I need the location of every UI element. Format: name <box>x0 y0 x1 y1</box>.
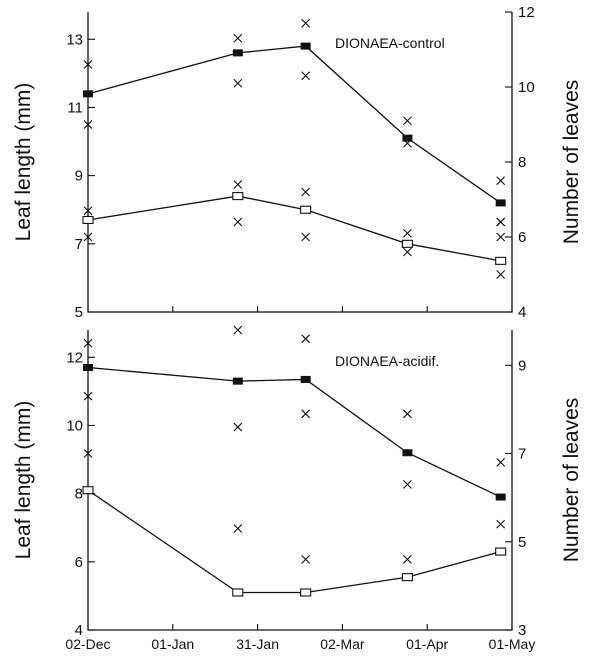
leaf-count-x-marker <box>301 18 311 28</box>
y-right-tick-label: 6 <box>518 229 526 246</box>
series-line-open <box>87 195 501 262</box>
y-left-axis-title: Leaf length (mm) <box>12 83 35 242</box>
filled-square-marker <box>83 90 93 98</box>
y-right-tick-label: 5 <box>518 534 526 551</box>
leaf-count-x-marker <box>496 176 506 186</box>
leaf-count-x-marker <box>233 33 243 43</box>
y-right-tick-label: 12 <box>518 4 535 21</box>
leaf-count-x-marker <box>233 217 243 227</box>
y-left-tick-label: 10 <box>66 417 83 434</box>
open-square-marker <box>300 588 312 597</box>
leaf-count-x-marker <box>403 247 412 257</box>
y-right-tick-label: 4 <box>518 304 526 321</box>
open-square-marker <box>401 239 413 248</box>
x-tick-label: 01-Jan <box>151 636 194 652</box>
x-tick-label: 31-Jan <box>236 636 279 652</box>
leaf-count-x-marker <box>83 338 93 348</box>
panel-control: 5 7 9 11 13 4 6 8 10 12 Leaf length (mm) Number of … <box>12 4 583 321</box>
filled-square-marker <box>402 134 413 142</box>
x-tick-label: 01-Apr <box>406 636 448 652</box>
filled-square-marker <box>402 449 413 457</box>
panel-annotation: DIONAEA-acidif. <box>335 353 439 369</box>
leaf-count-x-marker <box>403 116 412 126</box>
leaf-count-x-marker <box>233 325 243 335</box>
series-line-filled <box>87 366 501 498</box>
open-square-marker <box>232 588 244 597</box>
open-square-marker <box>82 486 94 495</box>
leaf-count-x-marker <box>83 232 93 242</box>
y-right-tick-label: 10 <box>518 79 535 96</box>
filled-square-marker <box>495 199 506 207</box>
open-square-marker <box>401 573 413 582</box>
leaf-count-x-marker <box>496 232 506 242</box>
series-line-open <box>87 489 501 594</box>
leaf-count-x-marker <box>233 524 243 533</box>
open-square-marker <box>495 256 507 265</box>
series-line-filled <box>87 45 502 204</box>
leaf-count-x-marker <box>496 457 506 467</box>
leaf-count-x-marker <box>403 138 412 148</box>
leaf-count-x-marker <box>83 206 93 216</box>
y-left-tick-label: 5 <box>75 304 83 321</box>
x-tick-label: 02-Dec <box>65 636 110 652</box>
filled-square-marker <box>300 375 311 383</box>
filled-square-marker <box>232 49 243 57</box>
y-right-tick-label: 9 <box>518 357 526 374</box>
leaf-count-x-marker <box>301 187 311 197</box>
open-square-marker <box>82 215 94 225</box>
leaf-count-x-marker <box>496 519 506 529</box>
leaf-count-x-marker <box>301 334 311 344</box>
leaf-count-x-marker <box>403 480 412 489</box>
x-tick-label: 01-May <box>489 636 536 652</box>
filled-square-marker <box>300 42 311 50</box>
filled-square-marker <box>495 493 506 501</box>
y-right-axis-title: Number of leaves <box>560 398 583 563</box>
leaf-count-x-marker <box>301 71 311 81</box>
y-left-tick-label: 4 <box>75 622 83 639</box>
y-right-tick-label: 7 <box>518 446 526 463</box>
y-left-axis-title: Leaf length (mm) <box>12 401 35 560</box>
y-left-tick-label: 9 <box>75 168 83 185</box>
leaf-count-x-marker <box>233 78 243 88</box>
leaf-count-x-marker <box>301 232 311 242</box>
axes-frame <box>87 330 513 631</box>
x-tick-label: 02-Mar <box>320 636 365 652</box>
y-right-tick-label: 3 <box>518 622 526 639</box>
leaf-count-x-marker <box>83 391 93 401</box>
leaf-count-x-marker <box>233 180 243 189</box>
y-right-axis-title: Number of leaves <box>560 80 583 245</box>
leaf-count-x-marker <box>403 409 412 419</box>
leaf-count-x-marker <box>83 60 93 69</box>
filled-square-marker <box>83 364 93 371</box>
leaf-count-x-marker <box>83 120 93 129</box>
open-square-marker <box>232 192 244 201</box>
leaf-count-x-marker <box>403 555 412 564</box>
y-left-tick-label: 12 <box>66 349 83 366</box>
leaf-count-x-marker <box>301 555 311 564</box>
filled-square-marker <box>232 377 243 385</box>
panel-annotation: DIONAEA-control <box>335 35 445 51</box>
y-right-tick-label: 8 <box>518 154 526 171</box>
open-square-marker <box>300 205 312 214</box>
y-left-tick-label: 7 <box>75 236 83 253</box>
y-left-tick-label: 8 <box>75 486 83 503</box>
leaf-count-x-marker <box>233 422 243 432</box>
y-left-tick-label: 13 <box>66 31 83 48</box>
panel-acidif: 4 6 8 10 12 3 5 7 9 02-Dec 01-Jan 31-Jan 02-Mar 01-Ap… <box>12 325 583 652</box>
leaf-count-x-marker <box>496 217 506 227</box>
leaf-count-x-marker <box>83 449 93 458</box>
axes-frame <box>87 12 513 313</box>
y-left-tick-label: 11 <box>67 99 83 116</box>
leaf-count-x-marker <box>403 228 412 238</box>
leaf-count-x-marker <box>496 270 506 279</box>
open-square-marker <box>495 547 507 556</box>
leaf-count-x-marker <box>301 409 311 419</box>
y-left-tick-label: 6 <box>75 554 83 571</box>
